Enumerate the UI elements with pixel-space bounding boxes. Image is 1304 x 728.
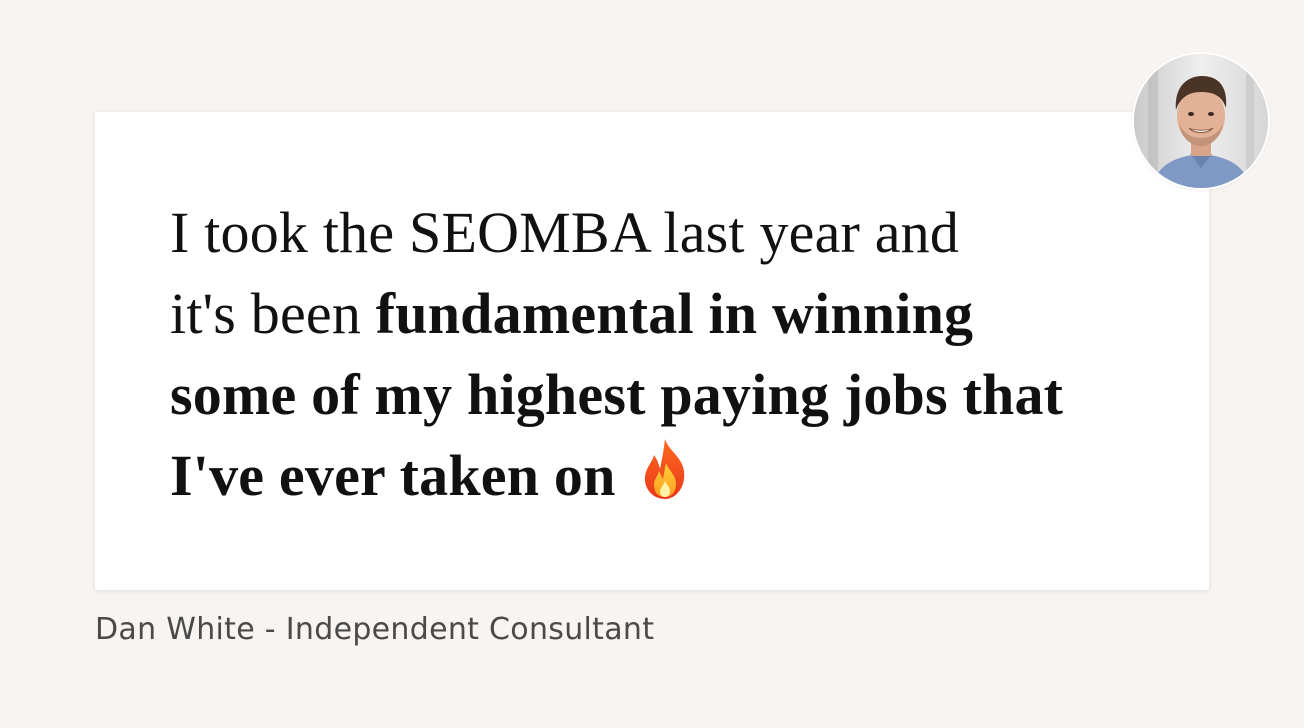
quote-text-bold: I've ever taken on <box>170 443 616 508</box>
quote-line-3: some of my highest paying jobs that <box>170 354 1170 435</box>
quote-text-regular: it's been <box>170 281 376 346</box>
fire-icon <box>636 437 694 522</box>
quote-line-2: it's been fundamental in winning <box>170 273 1170 354</box>
person-avatar-icon <box>1134 54 1268 188</box>
testimonial-card <box>95 112 1209 590</box>
testimonial-quote: I took the SEOMBA last year and it's bee… <box>170 192 1170 522</box>
author-avatar <box>1134 54 1268 188</box>
quote-text-bold: some of my highest paying jobs that <box>170 362 1064 427</box>
quote-text-regular: I took the SEOMBA last year and <box>170 200 960 265</box>
quote-line-1: I took the SEOMBA last year and <box>170 192 1170 273</box>
quote-text-bold: fundamental in winning <box>375 281 974 346</box>
quote-line-4: I've ever taken on <box>170 435 1170 522</box>
author-attribution: Dan White - Independent Consultant <box>95 612 655 647</box>
